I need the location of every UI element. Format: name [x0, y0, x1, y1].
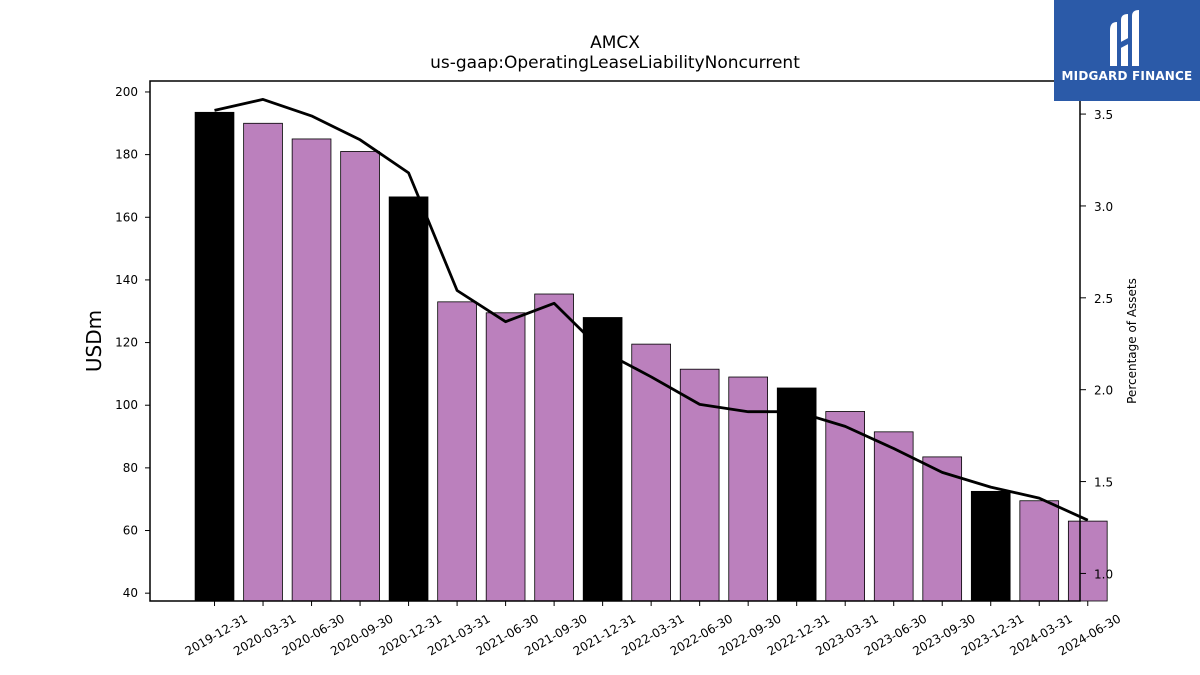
y-axis: 40 60 80 100 120 140 160 180 200 — [115, 85, 150, 600]
y-tick-label: 160 — [115, 210, 138, 224]
x-axis: 2019-12-312020-03-312020-06-302020-09-30… — [183, 601, 1123, 658]
y-axis-label: USDm — [82, 310, 106, 372]
bar-2022-12-31 — [776, 387, 817, 602]
bar-2022-06-30 — [679, 368, 720, 602]
bar-2022-03-31 — [631, 343, 671, 602]
logo-mark-icon — [1110, 10, 1139, 66]
y2-tick-label: 1.5 — [1094, 476, 1113, 490]
bar-2019-12-31 — [194, 111, 235, 602]
y2-tick-label: 3.0 — [1094, 200, 1113, 214]
line-series — [214, 98, 1089, 522]
bar-2022-09-30 — [728, 376, 768, 602]
y2-tick-label: 2.5 — [1094, 292, 1113, 306]
y-tick-label: 60 — [123, 524, 138, 538]
y-tick-label: 100 — [115, 398, 138, 412]
bar-series — [194, 111, 1108, 602]
brand-logo: MIDGARD FINANCE — [1054, 0, 1200, 101]
y-tick-label: 40 — [123, 586, 138, 600]
y-tick-label: 180 — [115, 148, 138, 162]
y-tick-label: 140 — [115, 273, 138, 287]
percentage-line — [214, 98, 1089, 522]
bar-2021-06-30 — [485, 312, 526, 602]
plot-frame — [149, 80, 1081, 602]
bar-2023-12-31 — [970, 490, 1011, 602]
y2-tick-label: 3.5 — [1094, 108, 1113, 122]
bar-2020-09-30 — [340, 151, 380, 602]
y-tick-label: 200 — [115, 85, 138, 99]
logo-text: MIDGARD FINANCE — [1061, 69, 1193, 83]
bar-2023-09-30 — [922, 456, 963, 602]
bar-2023-06-30 — [873, 431, 914, 602]
y-tick-label: 120 — [115, 336, 138, 350]
y2-axis-label: Percentage of Assets — [1125, 278, 1139, 404]
bar-2023-03-31 — [825, 411, 866, 602]
bar-2020-03-31 — [243, 122, 283, 602]
bar-2024-06-30 — [1067, 520, 1108, 602]
y2-tick-label: 2.0 — [1094, 384, 1113, 398]
bar-2021-12-31 — [582, 317, 623, 602]
bar-2021-03-31 — [437, 301, 477, 602]
chart-title: AMCX — [590, 33, 640, 53]
bar-2021-09-30 — [534, 293, 574, 602]
y-tick-label: 80 — [123, 461, 138, 475]
y2-axis: 1.0 1.5 2.0 2.5 3.0 3.5 — [1080, 108, 1113, 581]
y2-tick-label: 1.0 — [1094, 567, 1113, 581]
bar-2024-03-31 — [1019, 500, 1060, 602]
bar-2020-06-30 — [291, 138, 332, 602]
chart-subtitle: us-gaap:OperatingLeaseLiabilityNoncurren… — [430, 53, 800, 73]
bar-2020-12-31 — [388, 196, 429, 602]
